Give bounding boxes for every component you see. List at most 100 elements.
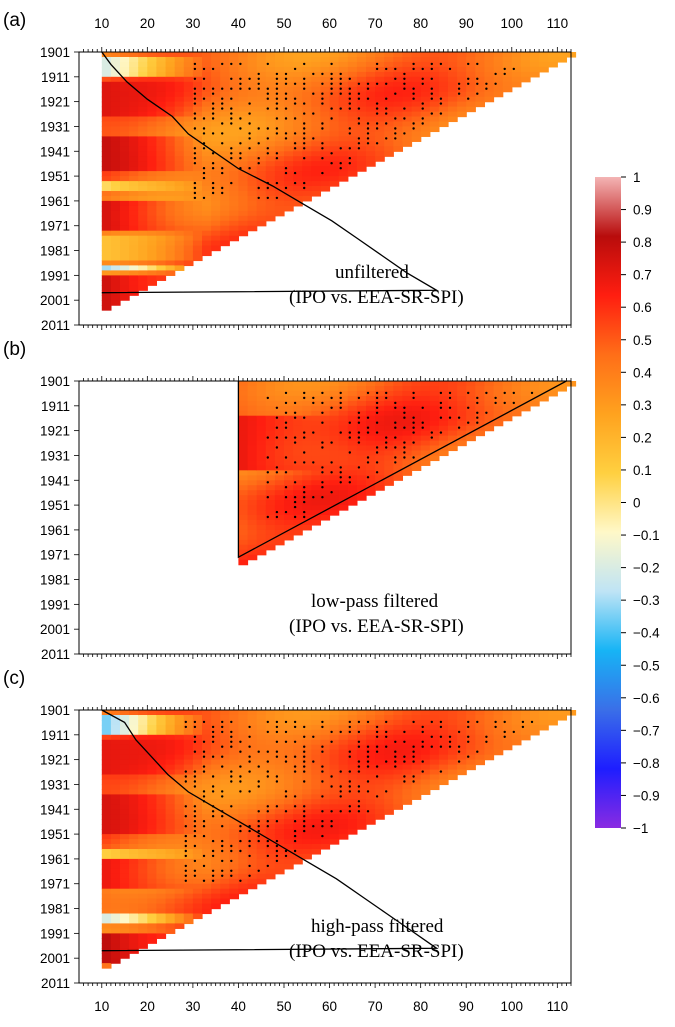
heatmap-cell: [229, 724, 240, 731]
heatmap-cell: [174, 794, 185, 800]
heatmap-cell: [247, 465, 258, 471]
heatmap-cell: [338, 809, 349, 815]
stipple-dot: [202, 67, 206, 71]
stipple-dot: [193, 127, 197, 130]
heatmap-cell: [293, 156, 303, 162]
heatmap-cell: [192, 754, 203, 761]
heatmap-cell: [347, 460, 358, 466]
heatmap-cell: [247, 121, 258, 128]
heatmap-cell: [338, 715, 349, 721]
heatmap-cell: [183, 81, 194, 88]
heatmap-cell: [183, 146, 194, 152]
heatmap-cell: [320, 460, 331, 466]
heatmap-cell: [366, 415, 376, 422]
heatmap-cell: [356, 71, 367, 78]
heatmap-cell: [274, 381, 285, 387]
heatmap-cell: [384, 734, 394, 741]
heatmap-cell: [329, 156, 340, 162]
heatmap-cell: [110, 943, 121, 949]
heatmap-cell: [238, 774, 249, 781]
heatmap-cell: [311, 520, 322, 526]
stipple-dot: [357, 421, 361, 424]
heatmap-cell: [238, 549, 249, 556]
heatmap-cell: [101, 769, 112, 776]
heatmap-cell: [192, 255, 203, 262]
heatmap-cell: [156, 710, 167, 716]
heatmap-cell: [356, 495, 367, 501]
heatmap-cell: [429, 744, 440, 751]
heatmap-cell: [101, 166, 112, 172]
heatmap-cell: [238, 161, 249, 167]
heatmap-cell: [238, 210, 249, 217]
heatmap-cell: [192, 809, 203, 815]
heatmap-cell: [539, 57, 549, 63]
stipple-dot: [184, 834, 187, 838]
heatmap-cell: [274, 814, 285, 820]
heatmap-cell: [438, 729, 449, 736]
heatmap-cell: [174, 873, 185, 880]
heatmap-cell: [183, 744, 194, 751]
heatmap-cell: [220, 774, 230, 781]
heatmap-cell: [530, 729, 540, 736]
heatmap-cell: [284, 480, 294, 486]
stipple-dot: [421, 421, 424, 424]
heatmap-cell: [202, 141, 212, 147]
heatmap-cell: [356, 739, 367, 746]
heatmap-cell: [429, 410, 440, 417]
heatmap-cell: [311, 440, 322, 447]
heatmap-cell: [183, 186, 194, 192]
stipple-dot: [239, 82, 242, 86]
heatmap-cell: [211, 868, 221, 875]
heatmap-cell: [274, 156, 285, 162]
stipple-dot: [503, 720, 506, 724]
stipple-dot: [293, 481, 297, 484]
heatmap-cell: [457, 724, 467, 731]
heatmap-cell: [256, 71, 267, 78]
stipple-dot: [321, 171, 324, 175]
heatmap-cell: [520, 71, 531, 78]
heatmap-cell: [238, 420, 249, 427]
heatmap-cell: [165, 195, 176, 202]
heatmap-cell: [174, 255, 185, 262]
heatmap-cell: [138, 270, 148, 276]
heatmap-cell: [448, 729, 458, 736]
heatmap-cell: [247, 849, 258, 855]
heatmap-cell: [229, 883, 240, 890]
heatmap-cell: [366, 794, 376, 800]
heatmap-cell: [402, 415, 413, 422]
heatmap-cell: [493, 381, 504, 387]
heatmap-cell: [101, 804, 112, 810]
heatmap-cell: [302, 71, 312, 78]
heatmap-cell: [511, 386, 522, 392]
heatmap-cell: [375, 739, 385, 746]
heatmap-cell: [265, 873, 276, 880]
heatmap-cell: [274, 824, 285, 830]
heatmap-cell: [165, 126, 176, 133]
heatmap-cell: [265, 524, 276, 531]
heatmap-cell: [147, 66, 158, 73]
heatmap-cell: [192, 913, 203, 920]
heatmap-cell: [120, 928, 130, 934]
stipple-dot: [211, 810, 215, 813]
heatmap-cell: [484, 415, 495, 422]
stipple-dot: [385, 790, 388, 793]
stipple-dot: [239, 62, 242, 66]
stipple-dot: [403, 406, 406, 409]
heatmap-cell: [293, 779, 303, 786]
stipple-dot: [312, 401, 315, 405]
heatmap-cell: [448, 415, 458, 422]
heatmap-cell: [375, 470, 385, 476]
heatmap-cell: [347, 470, 358, 476]
heatmap-cell: [183, 240, 194, 247]
heatmap-cell: [192, 225, 203, 232]
stipple-dot: [330, 396, 333, 400]
heatmap-cell: [165, 200, 176, 207]
stipple-dot: [321, 720, 324, 724]
heatmap-cell: [265, 534, 276, 541]
stipple-dot: [230, 740, 233, 743]
heatmap-cell: [138, 96, 148, 103]
heatmap-cell: [202, 903, 212, 910]
heatmap-cell: [411, 96, 422, 103]
stipple-dot: [348, 785, 351, 788]
heatmap-cell: [293, 529, 303, 536]
